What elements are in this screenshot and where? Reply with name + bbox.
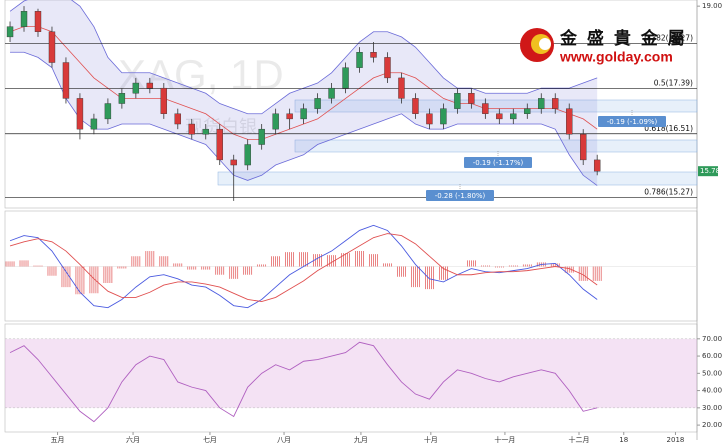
rsi-band: [5, 338, 697, 408]
last-price-label: 15.78: [700, 167, 720, 175]
candle-body: [468, 93, 475, 104]
x-tick-label: 18: [619, 436, 628, 444]
candle-body: [412, 98, 419, 114]
candle-body: [174, 113, 181, 125]
candle-body: [454, 93, 461, 109]
annotation: -0.19 (-1.09%): [607, 118, 658, 126]
candle-body: [90, 118, 98, 130]
measure-box: [294, 99, 698, 113]
band-fill: [10, 0, 598, 186]
candle-body: [160, 87, 168, 114]
candle-body: [538, 98, 545, 109]
candle-body: [482, 103, 489, 114]
candle-body: [300, 108, 307, 120]
candle-body: [286, 113, 293, 120]
candle-body: [328, 87, 335, 99]
candle-body: [146, 82, 154, 89]
fib-label: 0.786(15.27): [644, 187, 693, 196]
rsi-tick-label: 70.00: [702, 335, 722, 343]
candle-body: [62, 62, 70, 99]
candle-body: [426, 113, 433, 125]
candle-body: [356, 52, 363, 68]
annotation: -0.19 (-1.17%): [473, 159, 524, 167]
logo: 金 盛 貴 金 屬 www.golday.com: [520, 28, 687, 65]
candle-body: [76, 98, 84, 130]
candle-body: [496, 113, 503, 120]
candle-body: [593, 159, 601, 172]
annotation-box: [598, 116, 666, 127]
candle-body: [188, 123, 195, 135]
last-price-box: [698, 166, 718, 177]
candle-body: [104, 103, 112, 120]
measure-box: [294, 139, 698, 153]
candle-body: [132, 82, 140, 94]
candle-body: [580, 134, 587, 161]
annotation: -0.28 (-1.80%): [435, 192, 486, 200]
watermark: XAG, 1D: [118, 51, 284, 98]
x-tick-label: 八月: [277, 436, 291, 444]
fib-label: 0.382(18.27): [644, 34, 693, 43]
annotation-box: [464, 157, 532, 168]
rsi-line: [9, 341, 598, 423]
macd-line: [9, 233, 598, 302]
candle-body: [230, 159, 237, 166]
candle-body: [272, 113, 279, 130]
candle-body: [524, 108, 531, 114]
candle-body: [384, 57, 391, 79]
candle-body: [216, 128, 223, 161]
x-tick-label: 2018: [667, 436, 685, 444]
candle-body: [20, 11, 28, 27]
candle-body: [34, 11, 42, 32]
macd-line: [9, 224, 598, 309]
rsi-tick-label: 40.00: [702, 387, 722, 395]
candle-body: [6, 26, 14, 38]
logo-name: 金 盛 貴 金 屬: [559, 28, 687, 49]
candle-body: [398, 77, 405, 99]
x-tick-label: 六月: [126, 435, 140, 444]
x-tick-label: 十一月: [494, 435, 515, 444]
candle-body: [566, 108, 573, 135]
candle-body: [370, 52, 377, 58]
candle-body: [202, 128, 209, 135]
candle-body: [244, 144, 251, 166]
rsi-tick-label: 60.00: [702, 352, 722, 360]
candle-body: [48, 31, 56, 63]
x-tick-label: 九月: [354, 435, 368, 444]
rsi-tick-label: 50.00: [702, 369, 722, 377]
candle-body: [258, 128, 265, 145]
logo-dot: [539, 38, 551, 50]
rsi-tick-label: 30.00: [702, 404, 722, 412]
x-tick-label: 五月: [51, 436, 65, 444]
candle-body: [342, 67, 349, 89]
fib-label: 0.618(16.51): [644, 124, 693, 133]
x-tick-label: 七月: [203, 435, 217, 444]
logo-url: www.golday.com: [559, 49, 673, 65]
rsi-tick-label: 20.00: [702, 421, 722, 429]
candle-body: [314, 98, 321, 109]
measure-box: [217, 171, 698, 186]
annotation-box: [426, 190, 494, 201]
candle-body: [552, 98, 559, 109]
candle-body: [510, 113, 517, 120]
candle-body: [440, 108, 447, 125]
x-tick-label: 十二月: [569, 435, 590, 444]
fib-label: 0.5(17.39): [654, 79, 693, 88]
band-line: [9, 0, 598, 115]
candle-body: [118, 93, 126, 104]
x-tick-label: 十月: [424, 435, 438, 444]
y-tick-label: 19.00: [702, 2, 722, 10]
